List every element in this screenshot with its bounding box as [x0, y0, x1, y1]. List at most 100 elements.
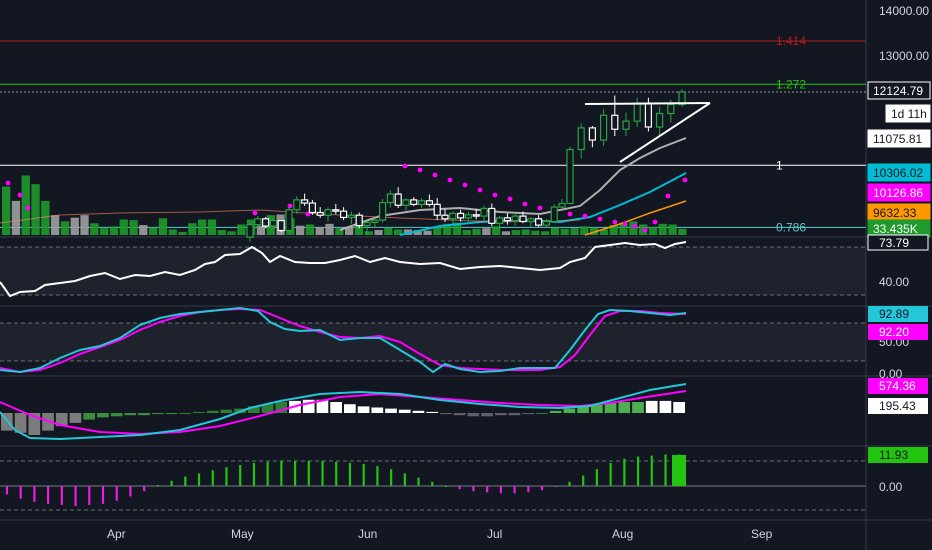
- candle-body-36: [527, 218, 535, 223]
- macd-signal-tag: 574.36: [879, 379, 916, 393]
- candle-body-3: [269, 220, 277, 227]
- momentum-bar-42: [582, 475, 585, 486]
- volume-bar-24: [237, 224, 246, 235]
- volume-bar-12: [119, 219, 128, 235]
- x-axis: Apr May Jun Jul Aug Sep: [107, 527, 773, 541]
- momentum-bar-24: [335, 461, 338, 486]
- x-label-jul: Jul: [487, 527, 502, 541]
- macd-bar-31: [426, 411, 439, 413]
- candle-body-48: [644, 102, 653, 128]
- macd-bar-13: [179, 413, 192, 414]
- momentum-bar-32: [444, 486, 448, 487]
- volume-bar-15: [149, 227, 158, 235]
- momentum-bar-26: [362, 463, 365, 486]
- macd-bar-15: [206, 410, 219, 413]
- sma-fast-line: [399, 172, 687, 236]
- candle-body-2: [262, 218, 270, 227]
- psar-dot-7: [417, 167, 423, 173]
- macd-bar-6: [83, 413, 96, 420]
- macd-bar-48: [659, 400, 672, 413]
- volume-bar-31: [305, 224, 315, 235]
- momentum-bar-19: [266, 461, 269, 486]
- macd-bar-49: [673, 402, 685, 413]
- x-label-apr: Apr: [107, 527, 126, 541]
- macd-bar-33: [453, 413, 466, 416]
- psar-dot-22: [632, 223, 638, 229]
- macd-bar-36: [494, 413, 507, 416]
- price-tag-box-4: [867, 183, 931, 202]
- macd-bar-45: [618, 402, 631, 413]
- candle-body-19: [394, 193, 402, 206]
- volume-bar-14: [139, 225, 148, 235]
- psar-dot-23: [642, 227, 648, 233]
- candle-body-5: [285, 209, 293, 232]
- momentum-bar-37: [513, 486, 516, 494]
- candle-body-32: [496, 217, 504, 224]
- candle-body-28: [464, 214, 472, 219]
- volume-bar-68: [668, 224, 677, 235]
- momentum-tick-0: 0.00: [879, 480, 903, 494]
- candle-body-4: [277, 220, 285, 232]
- psar-dot-1: [17, 192, 23, 198]
- macd-line: [0, 383, 687, 441]
- psar-dot-8: [432, 172, 438, 178]
- price-tag-box-2: [867, 129, 931, 148]
- fib-label-0: 1.414: [776, 34, 806, 48]
- volume-bar-55: [541, 231, 550, 235]
- candle-body-38: [542, 220, 551, 226]
- price-tag-label-5: 9632.33: [873, 206, 917, 220]
- candle-body-41: [566, 148, 574, 205]
- macd-bar-7: [97, 413, 109, 418]
- momentum-bar-4: [60, 486, 63, 505]
- candle-body-7: [301, 199, 309, 204]
- price-tag-label-4: 10126.86: [873, 186, 923, 200]
- candle-body-40: [558, 202, 566, 208]
- momentum-bar-8: [115, 486, 118, 501]
- psar-dot-14: [522, 201, 528, 207]
- volume-bar-7: [70, 217, 79, 235]
- volume-bar-47: [462, 230, 471, 235]
- price-tag-label-6: 33.435K: [873, 222, 918, 236]
- volume-bar-45: [443, 223, 452, 235]
- x-label-may: May: [231, 527, 254, 541]
- candle-body-12: [340, 210, 348, 219]
- momentum-bar-18: [252, 462, 256, 486]
- macd-bar-37: [508, 413, 521, 416]
- candle-body-42: [577, 127, 585, 151]
- macd-bar-18: [247, 406, 260, 413]
- triangle-pattern: [584, 102, 711, 163]
- macd-bar-27: [371, 407, 384, 413]
- sma-slow-line: [339, 137, 687, 231]
- volume-bar-20: [198, 219, 207, 235]
- momentum-bar-40: [554, 486, 557, 488]
- momentum-bar-6: [88, 486, 91, 505]
- candle-body-24: [433, 203, 441, 216]
- momentum-bar-5: [74, 486, 77, 506]
- volume-bar-66: [648, 226, 658, 235]
- candle-body-16: [371, 219, 379, 223]
- rsi-band: [0, 247, 866, 295]
- indicator-tags: 73.79 92.89 92.20 574.36 195.43 11.93: [867, 234, 929, 463]
- momentum-value-tag: 11.93: [879, 448, 908, 462]
- momentum-bar-21: [293, 460, 297, 486]
- momentum-bar-47: [650, 455, 653, 486]
- stoch-d-line: [0, 307, 687, 374]
- stoch-k-line: [0, 306, 687, 374]
- psar-dot-10: [462, 182, 468, 188]
- candle-body-33: [503, 217, 511, 222]
- macd-bar-4: [55, 413, 68, 427]
- momentum-bar-29: [403, 473, 406, 486]
- volume-bar-46: [452, 222, 462, 235]
- macd-bar-12: [165, 413, 178, 415]
- momentum-bar-9: [129, 486, 132, 497]
- candle-body-34: [511, 215, 519, 222]
- momentum-bar-33: [458, 486, 461, 490]
- macd-bar-5: [69, 413, 82, 423]
- sma-long-line: [0, 209, 581, 224]
- candle-body-37: [534, 218, 543, 226]
- candle-body-26: [449, 212, 457, 220]
- candle-body-51: [678, 91, 686, 106]
- volume-bar-34: [335, 228, 344, 235]
- macd-bar-46: [632, 402, 644, 413]
